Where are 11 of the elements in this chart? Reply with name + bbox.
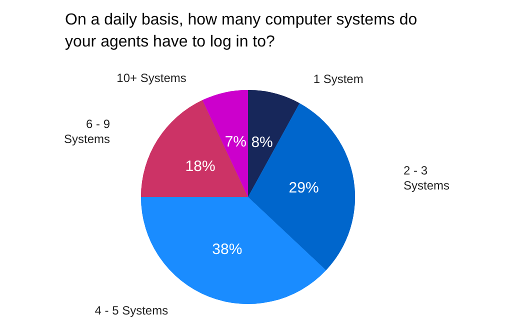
slice-label: 1 System bbox=[313, 72, 364, 86]
data-label: 7% bbox=[224, 133, 247, 150]
slice-label: 2 - 3 Systems bbox=[404, 163, 450, 192]
data-label: 38% bbox=[212, 241, 242, 258]
slice-label: 4 - 5 Systems bbox=[94, 303, 168, 318]
chart-title: On a daily basis, how many computer systems do your agents have to log in to? bbox=[65, 12, 422, 50]
data-label: 29% bbox=[288, 180, 319, 197]
data-label: 8% bbox=[251, 134, 273, 151]
slice-label: 6 - 9 Systems bbox=[64, 117, 110, 146]
data-label: 18% bbox=[185, 158, 216, 176]
slice-label: 10+ Systems bbox=[116, 70, 186, 85]
